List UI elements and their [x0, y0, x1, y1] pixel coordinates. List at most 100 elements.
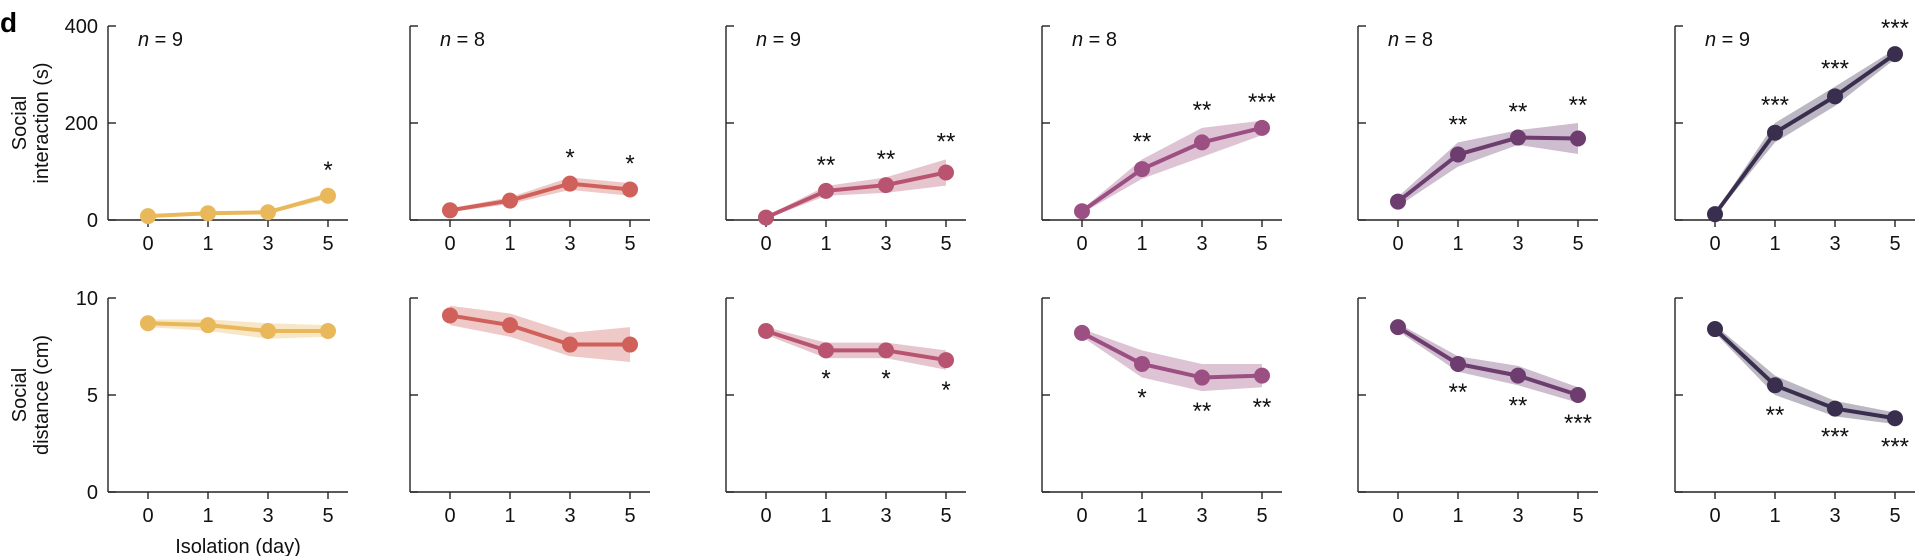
x-tick-label: 3	[1196, 233, 1207, 255]
error-band	[1398, 323, 1578, 403]
significance-marker: *	[565, 145, 574, 172]
y-tick-label: 10	[76, 288, 98, 310]
data-point	[1887, 46, 1903, 63]
error-band	[1715, 325, 1895, 425]
data-point	[1074, 203, 1090, 220]
subplot-4: 0 1 3 5**** ***n = 80 1 3 5*** **	[1041, 25, 1282, 527]
social_interaction-panel-5: 0 1 3 5 ** ** ** n = 8	[1357, 25, 1598, 255]
data-point	[1827, 400, 1843, 417]
significance-marker: *	[941, 377, 950, 404]
x-tick-label: 5	[322, 233, 333, 255]
error-band	[1715, 49, 1895, 216]
series-line	[765, 170, 947, 220]
social_distance-panel-4: 0 1 3 5*** **	[1041, 297, 1282, 527]
x-tick-label: 0	[1709, 233, 1720, 255]
significance-marker: **	[877, 146, 896, 173]
significance-marker: *	[1137, 385, 1146, 412]
data-point	[1390, 319, 1406, 336]
data-point	[442, 307, 458, 324]
x-tick-label: 1	[1452, 505, 1463, 527]
x-tick-label: 1	[820, 233, 831, 255]
x-tick-label: 1	[1136, 233, 1147, 255]
series-line	[147, 321, 328, 333]
x-tick-label: 3	[564, 233, 575, 255]
significance-marker: ***	[1881, 433, 1909, 460]
data-point	[1450, 355, 1466, 372]
significance-marker: *	[821, 365, 830, 392]
significance-marker: ***	[1821, 56, 1849, 83]
x-axis-title: Isolation (day)	[175, 536, 301, 556]
error-band	[1082, 329, 1262, 392]
x-tick-label: 5	[624, 233, 635, 255]
x-tick-label: 1	[1769, 233, 1780, 255]
x-tick-label: 0	[1076, 233, 1087, 255]
x-tick-label: 0	[142, 505, 153, 527]
x-tick-label: 0	[444, 233, 455, 255]
y-axis-title: distance (cm)	[31, 335, 53, 455]
significance-marker: **	[1253, 394, 1272, 421]
x-tick-label: 3	[564, 505, 575, 527]
x-tick-label: 1	[202, 233, 213, 255]
data-point	[622, 336, 638, 353]
x-tick-label: 1	[1136, 505, 1147, 527]
data-point	[818, 342, 834, 359]
data-point	[1707, 321, 1723, 338]
significance-marker: ***	[1564, 410, 1592, 437]
subplot-2: 0 1 3 5 * * n = 8 0 1 3 5	[409, 25, 650, 527]
y-tick-label: 0	[87, 210, 98, 232]
significance-marker: **	[937, 128, 956, 155]
series-line	[449, 313, 630, 347]
x-tick-label: 0	[1709, 505, 1720, 527]
y-tick-label: 400	[65, 16, 98, 38]
significance-marker: **	[1449, 111, 1468, 138]
social_interaction-panel-1: 0 200 400 0 1 3 5 * n = 9	[65, 16, 348, 255]
x-tick-label: 0	[760, 233, 771, 255]
x-tick-label: 0	[142, 233, 153, 255]
data-point	[502, 317, 518, 334]
significance-marker: ***	[1821, 424, 1849, 451]
sample-size-label: n = 8	[440, 29, 485, 51]
error-band	[1082, 120, 1262, 214]
x-tick-label: 1	[504, 505, 515, 527]
data-point	[758, 209, 774, 226]
data-point	[200, 317, 216, 334]
data-point	[140, 315, 156, 332]
sample-size-label: n = 9	[1705, 29, 1750, 51]
x-tick-label: 1	[1769, 505, 1780, 527]
x-tick-label: 3	[880, 505, 891, 527]
data-point	[1254, 119, 1270, 136]
significance-marker: *	[625, 150, 634, 177]
series-line	[765, 329, 947, 363]
sample-size-label: n = 9	[756, 29, 801, 51]
subplot-1: 0 200 400 0 1 3 5 * n = 9 0 5 10 0 1 3 5	[65, 16, 348, 527]
data-point	[622, 181, 638, 198]
x-tick-label: 0	[1392, 233, 1403, 255]
data-point	[320, 187, 336, 204]
y-tick-label: 0	[87, 482, 98, 504]
series-line	[1080, 125, 1263, 213]
significance-marker: *	[881, 365, 890, 392]
social_distance-panel-3: 0 1 3 5 * * *	[725, 297, 966, 527]
x-tick-label: 3	[1196, 505, 1207, 527]
x-tick-label: 0	[1392, 505, 1403, 527]
x-tick-label: 0	[444, 505, 455, 527]
x-tick-label: 1	[820, 505, 831, 527]
x-tick-label: 1	[202, 505, 213, 527]
significance-marker: *	[323, 157, 332, 184]
data-point	[938, 164, 954, 181]
y-axis-title: Social	[9, 96, 31, 150]
data-point	[1767, 377, 1783, 394]
data-point	[562, 175, 578, 192]
data-point	[878, 177, 894, 194]
data-point	[758, 322, 774, 339]
x-tick-label: 1	[1452, 233, 1463, 255]
x-tick-label: 5	[1256, 233, 1267, 255]
data-point	[818, 182, 834, 199]
data-point	[1827, 88, 1843, 105]
data-point	[1194, 369, 1210, 386]
x-tick-label: 3	[262, 505, 273, 527]
x-tick-label: 5	[322, 505, 333, 527]
data-point	[1194, 134, 1210, 151]
